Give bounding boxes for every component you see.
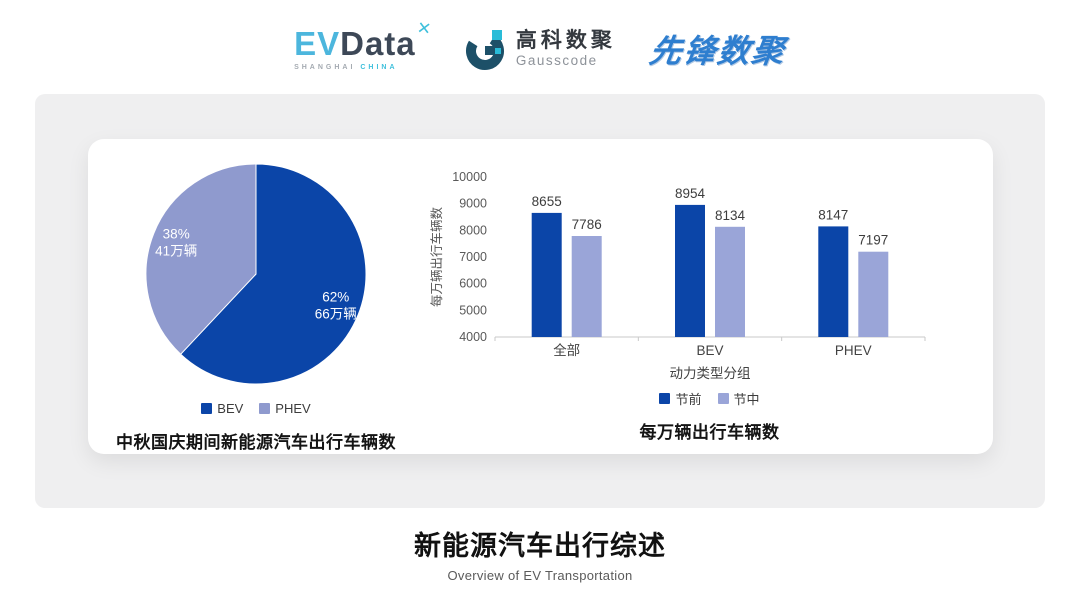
legend-item-phev: PHEV <box>259 401 311 416</box>
svg-text:38%41万辆: 38% 41万辆 <box>155 226 197 258</box>
evdata-logo-data: Data <box>340 25 416 62</box>
svg-text:BEV: BEV <box>696 343 723 358</box>
svg-text:7197: 7197 <box>858 233 888 248</box>
footer-block: 新能源汽车出行综述 Overview of EV Transportation <box>0 524 1080 583</box>
svg-text:4000: 4000 <box>459 330 487 344</box>
evdata-logo-ev: EV <box>294 25 341 62</box>
pie-caption: 中秋国庆期间新能源汽车出行车辆数 <box>116 433 396 452</box>
charts-card: 62% 66万辆 38% 41万辆 BEV PHEV 中秋国庆期间新能源汽车出行车辆数… <box>87 139 993 454</box>
svg-text:5000: 5000 <box>459 303 487 317</box>
svg-text:每万辆出行车辆数: 每万辆出行车辆数 <box>429 207 444 308</box>
svg-text:8000: 8000 <box>459 223 487 237</box>
bar-section: 4000 5000 6000 7000 8000 9000 10000 每万辆出行车辆数 865… <box>425 139 993 454</box>
svg-text:动力类型分组: 动力类型分组 <box>669 366 750 381</box>
footer-subtitle: Overview of EV Transportation <box>447 568 633 583</box>
legend-item-mid-holiday: 节中 <box>717 389 760 408</box>
evdata-logo-subtext: SHANGHAI CHINA <box>294 64 398 71</box>
pie-section: 62% 66万辆 38% 41万辆 BEV PHEV 中秋国庆期间新能源汽车出行车辆数 <box>88 139 425 454</box>
logo-bar: EV Data ✕ SHANGHAI CHINA 高科数聚 Gausscode … <box>0 0 1080 92</box>
bev-swatch-icon <box>201 403 213 414</box>
legend-item-bev: BEV <box>201 401 243 416</box>
mid-holiday-swatch-icon <box>717 393 729 404</box>
svg-text:8134: 8134 <box>714 208 745 223</box>
summary-panel: 62% 66万辆 38% 41万辆 BEV PHEV 中秋国庆期间新能源汽车出行车辆数… <box>35 94 1045 508</box>
legend-item-pre-holiday: 节前 <box>659 389 702 408</box>
gausscode-logo: 高科数聚 Gausscode <box>465 26 616 72</box>
footer-title: 新能源汽车出行综述 <box>414 531 666 561</box>
gausscode-logo-cn: 高科数聚 <box>515 28 616 52</box>
svg-text:6000: 6000 <box>459 277 487 291</box>
svg-text:8655: 8655 <box>531 194 561 209</box>
pie-chart: 62% 66万辆 38% 41万辆 <box>145 163 367 385</box>
evdata-logo: EV Data ✕ SHANGHAI CHINA <box>294 18 432 71</box>
gausscode-logo-en: Gausscode <box>515 52 598 68</box>
bar-legend: 节前 节中 <box>659 389 760 408</box>
pioneer-logo: 先锋数聚 <box>647 33 789 69</box>
pre-holiday-swatch-icon <box>659 393 671 404</box>
svg-text:PHEV: PHEV <box>834 343 871 358</box>
pie-legend: BEV PHEV <box>201 401 311 416</box>
svg-text:7000: 7000 <box>459 250 487 264</box>
svg-text:62%66万辆: 62% 66万辆 <box>315 290 357 322</box>
phev-swatch-icon <box>259 403 271 414</box>
g-ring-icon <box>465 30 504 70</box>
svg-text:10000: 10000 <box>452 170 487 184</box>
svg-text:8147: 8147 <box>818 207 848 222</box>
svg-text:8954: 8954 <box>674 186 705 201</box>
bar-caption: 每万辆出行车辆数 <box>639 423 780 442</box>
svg-text:9000: 9000 <box>459 197 487 211</box>
bar-chart: 4000 5000 6000 7000 8000 9000 10000 每万辆出行车辆数 865… <box>429 170 925 381</box>
svg-text:7786: 7786 <box>571 217 601 232</box>
x-spark-icon: ✕ <box>415 18 433 39</box>
svg-text:全部: 全部 <box>553 342 580 358</box>
